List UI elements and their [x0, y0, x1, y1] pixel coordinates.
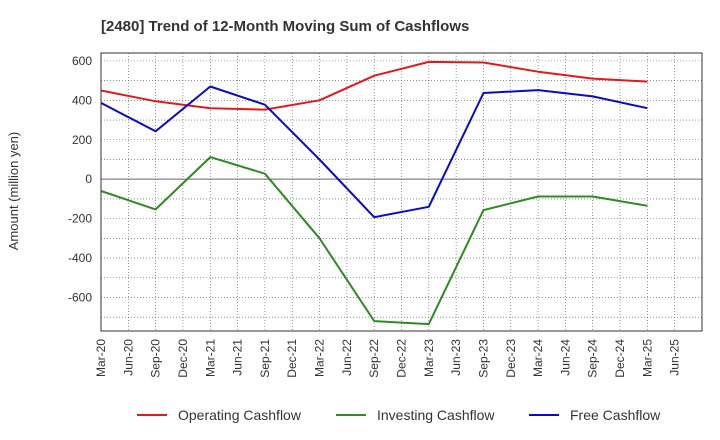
x-tick-label: Mar-23: [422, 339, 436, 377]
x-tick-label: Sep-20: [149, 339, 163, 378]
x-tick-label: Jun-25: [668, 339, 682, 376]
x-tick-label: Jun-20: [121, 339, 135, 376]
x-tick-label: Sep-22: [367, 339, 381, 378]
y-tick-label: -400: [68, 251, 92, 265]
x-tick-label: Sep-24: [586, 339, 600, 378]
operating-cashflow-line: [100, 60, 648, 111]
x-tick-label: Mar-21: [203, 339, 217, 377]
y-tick-label: -200: [68, 212, 92, 226]
x-tick-label: Mar-22: [313, 339, 327, 377]
legend-label: Operating Cashflow: [178, 407, 302, 423]
chart-title: [2480] Trend of 12-Month Moving Sum of C…: [101, 18, 469, 35]
x-tick-label: Jun-21: [231, 339, 245, 376]
y-tick-label: -600: [68, 290, 92, 304]
x-tick-label: Mar-25: [640, 339, 654, 377]
x-tick-label: Dec-23: [504, 339, 518, 378]
investing-cashflow-line: [100, 156, 648, 326]
y-axis-label: Amount (million yen): [6, 132, 21, 251]
free-cashflow-line: [100, 85, 648, 219]
x-tick-label: Dec-20: [176, 339, 190, 378]
gridlines: [100, 53, 703, 331]
y-tick-label: 400: [72, 93, 92, 107]
x-tick-label: Dec-24: [613, 339, 627, 378]
x-tick-labels: Mar-20 Jun-20 Sep-20 Dec-20 Mar-21 Jun-21 Sep-…: [94, 339, 682, 378]
y-tick-labels: 600 400 200 0 -200 -400 -600: [68, 54, 92, 305]
x-tick-label: Mar-24: [531, 339, 545, 377]
legend-label: Free Cashflow: [570, 407, 661, 423]
y-tick-label: 200: [72, 133, 92, 147]
series-lines: [100, 60, 648, 326]
x-tick-label: Sep-21: [258, 339, 272, 378]
y-tick-label: 600: [72, 54, 92, 68]
legend: Operating Cashflow Investing Cashflow Free…: [137, 407, 661, 423]
x-tick-label: Sep-23: [476, 339, 490, 378]
plot-frame: [100, 52, 703, 332]
legend-label: Investing Cashflow: [377, 407, 495, 423]
x-tick-label: Jun-24: [558, 339, 572, 376]
x-tick-label: Mar-20: [94, 339, 108, 377]
x-tick-label: Dec-22: [395, 339, 409, 378]
y-tick-label: 0: [85, 172, 92, 186]
x-tick-label: Jun-23: [449, 339, 463, 376]
x-tick-label: Dec-21: [285, 339, 299, 378]
x-tick-label: Jun-22: [340, 339, 354, 376]
